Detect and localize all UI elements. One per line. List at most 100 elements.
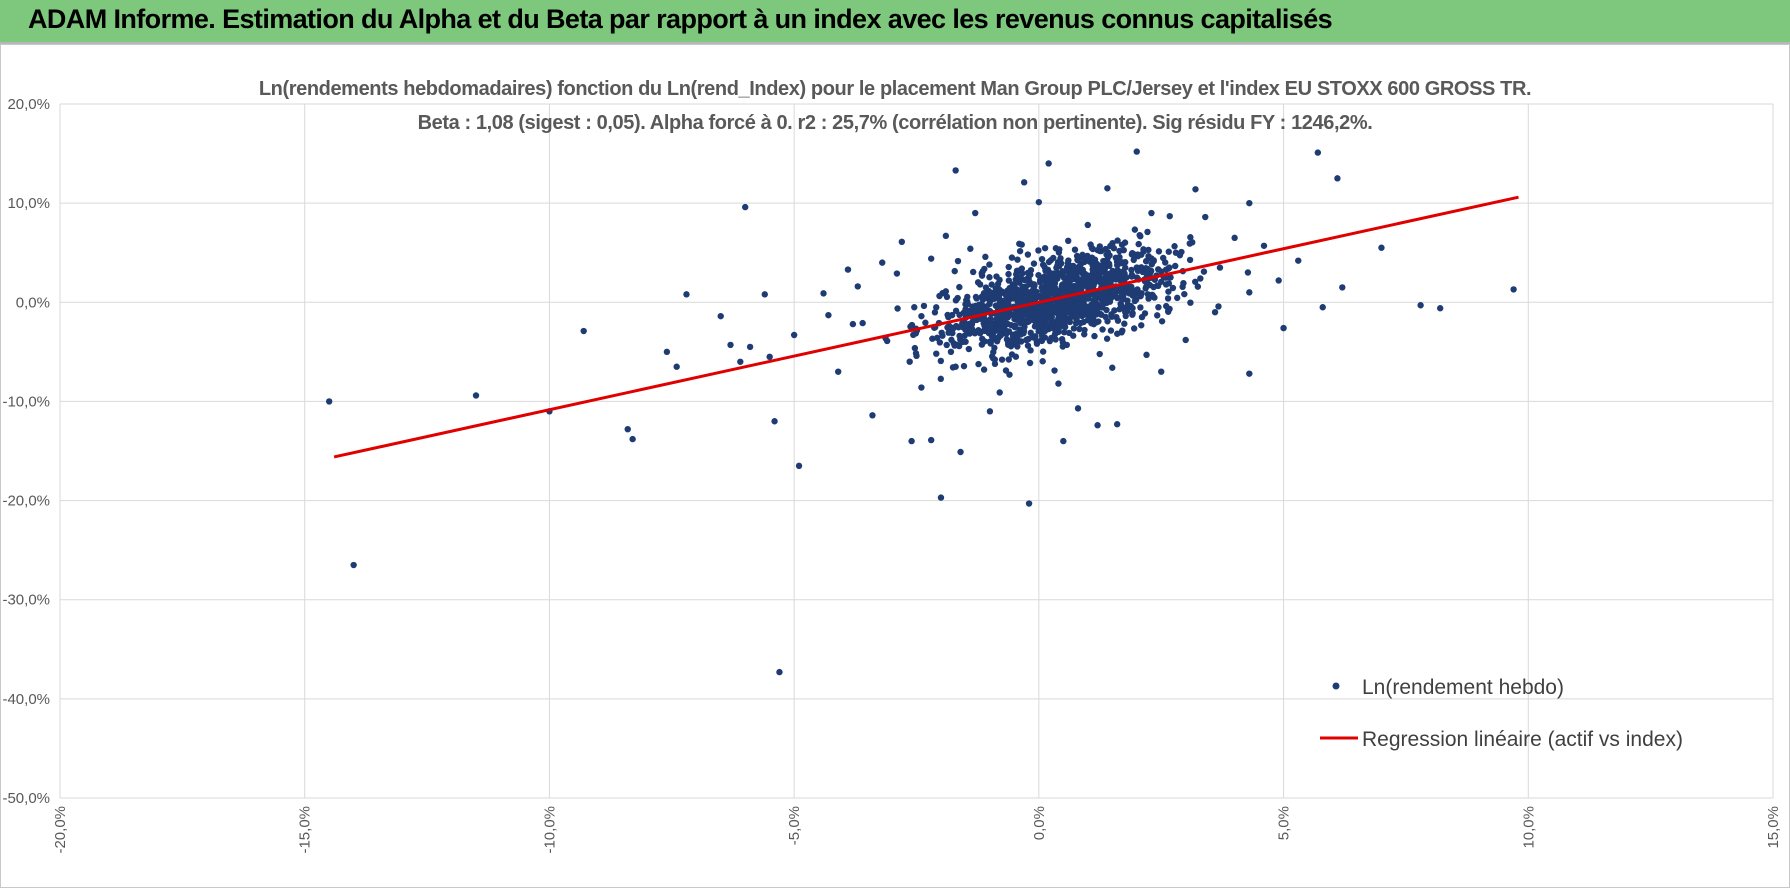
data-point [1129, 304, 1136, 312]
data-point [937, 357, 945, 365]
data-point [1033, 313, 1040, 320]
y-tick-label: -10,0% [2, 393, 50, 410]
data-point [1058, 283, 1065, 290]
data-point [1090, 320, 1098, 328]
data-point [908, 437, 915, 445]
data-point [673, 363, 680, 370]
data-point [969, 327, 976, 334]
regression-line [333, 195, 1519, 459]
data-point [922, 319, 929, 326]
data-point [1054, 259, 1062, 266]
x-tick-label: -10,0% [541, 806, 558, 854]
data-point [978, 341, 986, 348]
data-point [1030, 260, 1038, 267]
data-point [1037, 319, 1044, 326]
data-point [1053, 264, 1060, 272]
data-point [939, 332, 946, 339]
data-point [1192, 278, 1199, 285]
data-point [1103, 306, 1110, 314]
data-point [1144, 228, 1151, 236]
chart-area [0, 44, 1790, 888]
data-point [894, 305, 901, 312]
data-point [1510, 286, 1517, 293]
data-point [1174, 294, 1181, 302]
data-point [1002, 367, 1010, 374]
data-point [766, 353, 773, 361]
data-point [1007, 337, 1014, 345]
y-tick-label: -50,0% [2, 790, 50, 807]
data-point [968, 321, 976, 328]
data-point [1001, 297, 1008, 304]
data-point [1055, 380, 1062, 387]
data-point [1006, 284, 1013, 292]
data-point [1106, 277, 1113, 285]
data-point [982, 284, 990, 291]
data-point [1211, 309, 1219, 316]
data-point [1041, 302, 1048, 309]
data-point [1003, 291, 1011, 298]
data-point [1108, 313, 1116, 320]
data-point [1105, 260, 1113, 267]
data-point [952, 167, 959, 174]
data-point [957, 448, 964, 456]
data-point [1045, 282, 1052, 290]
data-point [1059, 316, 1066, 323]
data-point [1014, 343, 1021, 350]
y-tick-label: -30,0% [2, 592, 50, 609]
data-point [945, 313, 952, 321]
data-point [1120, 295, 1127, 303]
data-point [325, 398, 333, 405]
data-point [1014, 336, 1021, 343]
data-point [975, 328, 983, 335]
data-point [1035, 198, 1043, 206]
data-point [1163, 302, 1170, 310]
data-point [945, 329, 952, 336]
data-point [1038, 255, 1046, 263]
data-point [1012, 322, 1019, 329]
data-point [1033, 340, 1041, 347]
report-title: ADAM Informe. Estimation du Alpha et du … [28, 4, 1333, 34]
x-tick-label: 5,0% [1276, 806, 1293, 840]
data-point [1044, 321, 1051, 329]
data-point [937, 494, 945, 501]
data-point [1048, 316, 1055, 323]
data-point [1169, 284, 1177, 292]
data-point [1052, 245, 1060, 252]
x-tick-label: 0,0% [1031, 806, 1048, 840]
data-point [1121, 239, 1129, 246]
data-point [1014, 276, 1022, 283]
data-point [1046, 303, 1053, 310]
data-point [1103, 299, 1110, 307]
data-point [1065, 318, 1072, 325]
data-point [1260, 242, 1268, 249]
data-point [927, 436, 935, 444]
data-point [737, 358, 744, 365]
data-point [933, 304, 940, 311]
data-point [965, 345, 973, 353]
data-point [1019, 311, 1026, 318]
data-point [976, 315, 984, 322]
data-point [1043, 312, 1051, 319]
data-point [1062, 302, 1069, 310]
y-tick-label: -40,0% [2, 691, 50, 708]
data-point [1061, 323, 1069, 331]
legend-label-scatter: Ln(rendement hebdo) [1362, 676, 1564, 699]
data-point [996, 327, 1003, 334]
data-point [1102, 245, 1109, 253]
data-point [931, 309, 939, 316]
data-point [1130, 325, 1138, 332]
data-point [995, 322, 1003, 329]
data-point [1035, 247, 1042, 254]
data-point [1155, 303, 1162, 311]
data-point [1192, 186, 1199, 193]
data-point [967, 245, 974, 252]
data-point [972, 209, 979, 217]
data-point [1098, 277, 1105, 284]
data-point [912, 350, 920, 357]
data-point [1090, 268, 1097, 275]
data-point [1141, 310, 1149, 317]
data-point [1171, 243, 1178, 250]
data-point [969, 268, 977, 276]
data-point [1148, 261, 1156, 268]
